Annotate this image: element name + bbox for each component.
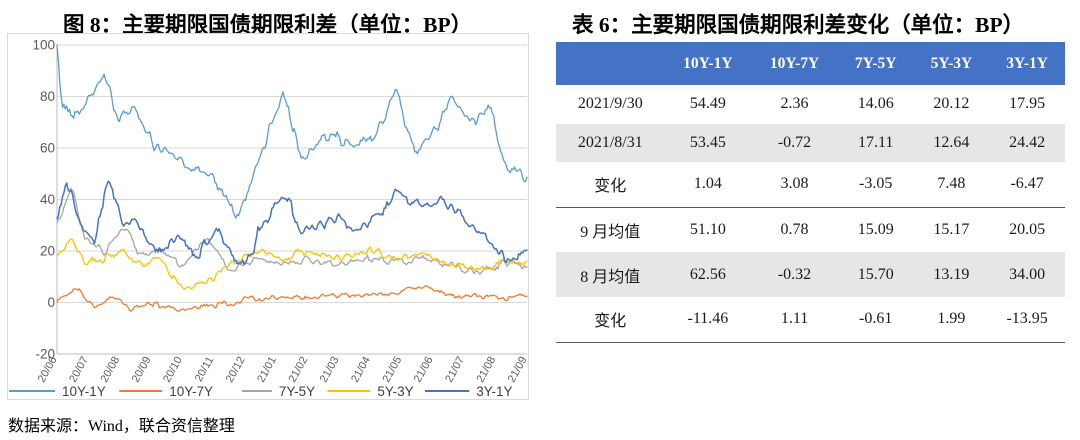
svg-text:80: 80: [40, 89, 55, 104]
svg-text:10Y-7Y: 10Y-7Y: [169, 384, 213, 399]
svg-text:5Y-3Y: 5Y-3Y: [377, 384, 413, 399]
svg-text:3Y-1Y: 3Y-1Y: [476, 384, 512, 399]
svg-text:7Y-5Y: 7Y-5Y: [279, 384, 315, 399]
svg-text:100: 100: [32, 37, 55, 52]
svg-text:10Y-1Y: 10Y-1Y: [62, 384, 106, 399]
svg-text:0: 0: [47, 295, 55, 310]
svg-text:60: 60: [40, 140, 55, 155]
svg-text:40: 40: [40, 192, 55, 207]
svg-text:20: 20: [40, 243, 55, 258]
